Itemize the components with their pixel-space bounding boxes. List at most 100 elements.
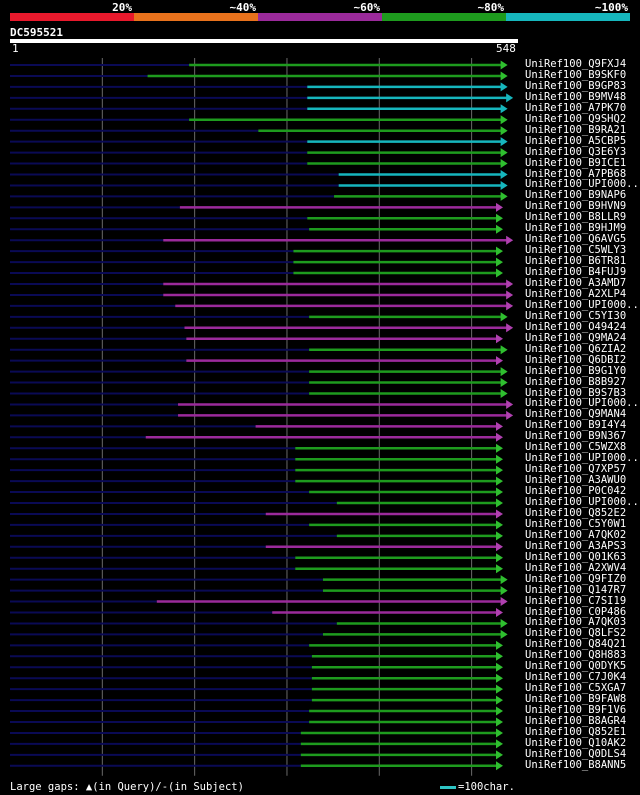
hit-label[interactable]: UniRef100_A2XLP4 [525,287,627,300]
hit-label[interactable]: UniRef100_B9GP83 [525,79,627,92]
hit-label[interactable]: UniRef100_B9NAP6 [525,189,627,202]
hit-label[interactable]: UniRef100_Q8H883 [525,649,627,662]
hit-label[interactable]: UniRef100_A7PK70 [525,101,627,114]
hit-label[interactable]: UniRef100_Q6AVG5 [525,233,627,246]
hit-arrowhead [500,71,508,81]
hit-label[interactable]: UniRef100_C5WZX8 [525,441,627,454]
hit-label[interactable]: UniRef100_B9HVN9 [525,200,627,213]
hit-label[interactable]: UniRef100_Q0DYK5 [525,660,627,673]
hit-label[interactable]: UniRef100_C7J0K4 [525,671,627,684]
hit-arrowhead [495,531,503,541]
hit-arrowhead [495,706,503,716]
hit-label[interactable]: UniRef100_Q84Q21 [525,638,627,651]
hit-arrowhead [500,60,508,70]
hit-arrowhead [506,410,514,420]
hit-arrowhead [500,115,508,125]
hit-arrowhead [495,268,503,278]
hit-label[interactable]: UniRef100_B9G1Y0 [525,364,627,377]
hit-arrowhead [495,564,503,574]
legend-segment [258,13,382,21]
hit-label[interactable]: UniRef100_C5YI30 [525,309,627,322]
hit-label[interactable]: UniRef100_Q9MA24 [525,331,627,344]
gap-legend-title: Large gaps: [10,781,80,793]
hit-label[interactable]: UniRef100_A3APS3 [525,539,627,552]
hit-label[interactable]: UniRef100_A7QK02 [525,528,627,541]
legend-label: ~60% [353,1,381,14]
hit-arrowhead [495,454,503,464]
hit-label[interactable]: UniRef100_Q9FIZ0 [525,572,627,585]
hit-label[interactable]: UniRef100_P0C042 [525,485,627,498]
hit-arrowhead [500,367,508,377]
query-gap-label: ▲(in Query)/ [85,781,162,793]
hit-label[interactable]: UniRef100_B9HJM9 [525,222,627,235]
hit-label[interactable]: UniRef100_UPI000.. [525,397,639,410]
hit-arrowhead [500,137,508,147]
hit-arrowhead [495,334,503,344]
hit-label[interactable]: UniRef100_Q852E1 [525,725,627,738]
hit-label[interactable]: UniRef100_B4FUJ9 [525,266,627,279]
hit-label[interactable]: UniRef100_Q852E2 [525,506,627,519]
legend-segment [506,13,630,21]
hit-label[interactable]: UniRef100_Q147R7 [525,583,627,596]
hit-arrowhead [495,465,503,475]
hit-label[interactable]: UniRef100_UPI000.. [525,178,639,191]
subject-gap-label: -(in Subject) [161,781,244,793]
hit-label[interactable]: UniRef100_A3AWU0 [525,474,627,487]
hit-arrowhead [500,159,508,169]
hit-label[interactable]: UniRef100_B6TR81 [525,255,627,268]
hit-label[interactable]: UniRef100_Q8LFS2 [525,627,627,640]
hit-label[interactable]: UniRef100_B9I4Y4 [525,419,627,432]
hit-label[interactable]: UniRef100_C7SI19 [525,594,627,607]
hit-label[interactable]: UniRef100_B9MV48 [525,90,627,103]
hit-label[interactable]: UniRef100_B8LLR9 [525,211,627,224]
hit-arrowhead [500,82,508,92]
hit-label[interactable]: UniRef100_A7QK03 [525,616,627,629]
hit-label[interactable]: UniRef100_UPI000.. [525,298,639,311]
hit-arrowhead [495,673,503,683]
hit-arrowhead [500,597,508,607]
hit-label[interactable]: UniRef100_Q9MAN4 [525,408,627,421]
hit-arrowhead [495,717,503,727]
hit-label[interactable]: UniRef100_Q01K63 [525,550,627,563]
hit-label[interactable]: UniRef100_B9FAW8 [525,693,627,706]
hit-label[interactable]: UniRef100_B9S7B3 [525,386,627,399]
hit-label[interactable]: UniRef100_Q6DBI2 [525,353,627,366]
hit-label[interactable]: UniRef100_Q9FXJ4 [525,58,627,70]
hit-label[interactable]: UniRef100_B9ICE1 [525,156,627,169]
hit-label[interactable]: UniRef100_B9SKF0 [525,68,627,81]
hit-label[interactable]: UniRef100_B8AGR4 [525,715,627,727]
hit-arrowhead [495,476,503,486]
hit-label[interactable]: UniRef100_UPI000.. [525,452,639,465]
hit-label[interactable]: UniRef100_C0P486 [525,605,627,618]
hit-arrowhead [506,235,514,245]
hit-label[interactable]: UniRef100_B9N367 [525,430,627,443]
hit-arrowhead [495,640,503,650]
hit-arrowhead [495,509,503,519]
hit-arrowhead [506,279,514,289]
hit-label[interactable]: UniRef100_A5CBP5 [525,134,627,147]
hit-label[interactable]: UniRef100_Q3E6Y3 [525,145,627,158]
hit-arrowhead [495,750,503,760]
hit-label[interactable]: UniRef100_Q10AK2 [525,736,627,749]
hit-label[interactable]: UniRef100_B9F1V6 [525,704,627,717]
hit-label[interactable]: UniRef100_Q0DLS4 [525,747,627,760]
hit-label[interactable]: UniRef100_UPI000.. [525,496,639,508]
hit-label[interactable]: UniRef100_C5Y0W1 [525,517,627,530]
hit-label[interactable]: UniRef100_Q7XP57 [525,463,627,476]
hit-label[interactable]: UniRef100_A3AMD7 [525,277,627,289]
hit-label[interactable]: UniRef100_B8ANN5 [525,758,627,771]
hit-arrowhead [495,421,503,431]
hit-label[interactable]: UniRef100_A7PB68 [525,167,627,180]
hit-label[interactable]: UniRef100_Q9SHQ2 [525,112,627,125]
hit-arrowhead [495,542,503,552]
hit-label[interactable]: UniRef100_O49424 [525,320,627,333]
hit-arrowhead [500,378,508,388]
hit-label[interactable]: UniRef100_Q6ZIA2 [525,342,627,355]
hit-label[interactable]: UniRef100_A2XWV4 [525,561,627,574]
hit-arrowhead [495,761,503,771]
hit-label[interactable]: UniRef100_B8B927 [525,375,627,388]
hit-arrowhead [500,191,508,201]
hit-label[interactable]: UniRef100_B9RA21 [525,123,627,136]
hit-label[interactable]: UniRef100_C5WLY3 [525,244,627,257]
hit-label[interactable]: UniRef100_C5XGA7 [525,682,627,695]
